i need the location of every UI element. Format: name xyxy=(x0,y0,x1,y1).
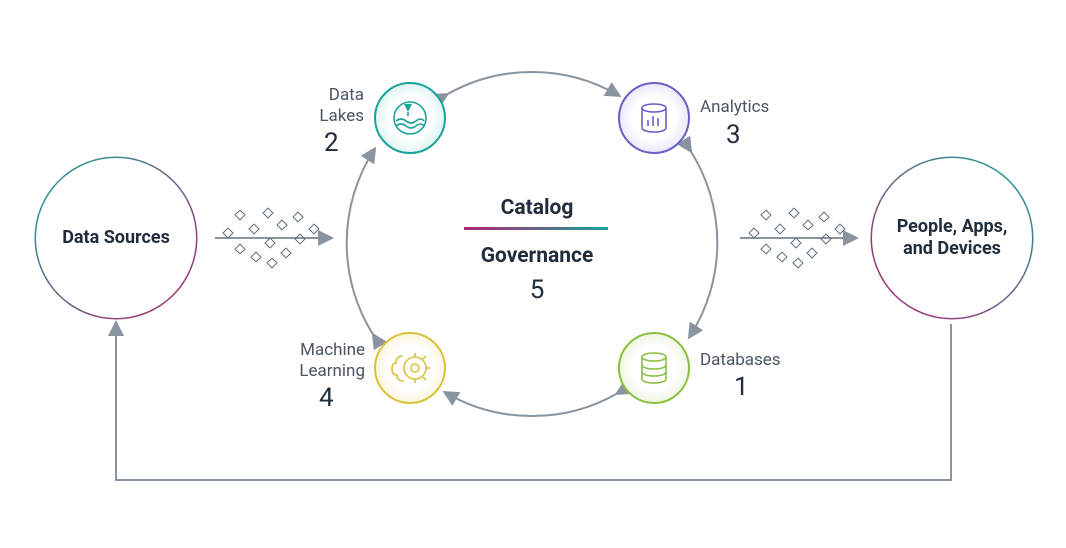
machine-learning-label: Machine Learning xyxy=(281,340,365,383)
data-sources-node: Data Sources xyxy=(36,158,196,318)
particles-left-icon xyxy=(222,205,322,265)
people-apps-devices-label: People, Apps, and Devices xyxy=(872,216,1032,261)
analytics-number: 3 xyxy=(726,120,741,150)
data-sources-label: Data Sources xyxy=(52,227,180,250)
data-lakes-label: Data Lakes xyxy=(294,85,364,128)
databases-number: 1 xyxy=(734,372,749,402)
analytics-label: Analytics xyxy=(700,97,769,118)
center-number: 5 xyxy=(432,275,642,305)
center-title-catalog: Catalog xyxy=(432,196,642,220)
center-title-governance: Governance xyxy=(432,244,642,268)
databases-label: Databases xyxy=(700,350,781,371)
people-apps-devices-node: People, Apps, and Devices xyxy=(872,158,1032,318)
machine-learning-number: 4 xyxy=(319,383,334,413)
data-lakes-number: 2 xyxy=(324,128,339,158)
particles-right-icon xyxy=(748,205,848,265)
